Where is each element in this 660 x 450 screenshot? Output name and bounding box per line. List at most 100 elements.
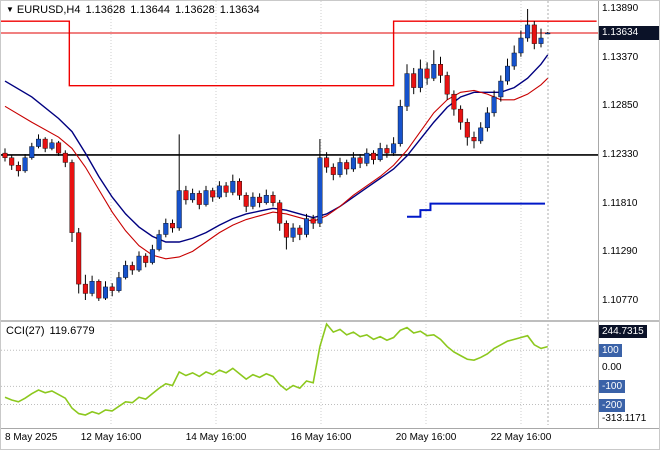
candle-body [42, 138, 48, 149]
candle-body [277, 202, 283, 224]
candle-body [283, 223, 289, 238]
candle-body [263, 195, 269, 203]
close-value: 1.13634 [219, 4, 260, 16]
candle-body [102, 286, 108, 299]
candle-body [290, 227, 296, 238]
time-axis-label: 14 May 16:00 [185, 432, 247, 443]
candle-body [330, 166, 336, 175]
candle-body [518, 37, 524, 54]
price-axis-label: 1.10770 [602, 294, 639, 306]
candle-body [156, 234, 162, 250]
candle-body [451, 93, 457, 110]
candle-body [129, 265, 135, 271]
candle-body [36, 138, 42, 147]
open-value: 1.13628 [85, 4, 126, 16]
candle-body [82, 283, 88, 294]
flat-support-line [407, 202, 546, 218]
candle-body [364, 152, 370, 164]
candle-body [29, 146, 35, 158]
candle-body [484, 112, 490, 129]
candle-body [297, 227, 303, 235]
candle-body [62, 152, 68, 163]
price-axis-label: 1.12330 [602, 148, 639, 160]
candle-body [464, 122, 470, 138]
candle-body [344, 162, 350, 170]
candle-body [377, 148, 383, 160]
cci-axis-level-box: -100 [599, 380, 626, 394]
candle-body [431, 64, 437, 79]
candle-body [471, 136, 477, 142]
cci-axis-level-box: 100 [599, 344, 622, 358]
candle-body [22, 157, 28, 172]
cci-axis-level-box: -200 [599, 398, 626, 412]
low-value: 1.13628 [175, 4, 215, 16]
candle-body [371, 152, 377, 160]
candle-body [56, 142, 62, 154]
candle-body [310, 218, 316, 224]
candle-body [236, 180, 242, 196]
ohlc-header: ▼ EURUSD,H4 1.13628 1.13644 1.13628 1.13634 [6, 4, 260, 16]
candle-body [411, 73, 417, 88]
candle-body [538, 37, 544, 44]
candle-body [89, 281, 95, 294]
candle-body [391, 143, 397, 154]
candle-body [525, 24, 531, 39]
time-axis-label: 16 May 16:00 [290, 432, 352, 443]
cci-axis-label: 0.00 [602, 362, 622, 374]
candle-body [116, 277, 122, 291]
candle-body [9, 157, 15, 166]
candle-body [15, 165, 21, 172]
candle-body [270, 195, 276, 203]
resistance-step-line [1, 20, 597, 87]
candle-body [176, 190, 182, 229]
candle-body [531, 24, 537, 44]
candle-body [458, 108, 464, 123]
candle-body [384, 148, 390, 154]
time-axis-label: 20 May 16:00 [395, 432, 457, 443]
candle-body [216, 185, 222, 198]
candle-body [404, 73, 410, 107]
price-axis-label: 1.13890 [602, 3, 639, 14]
cci-name: CCI(27) [6, 325, 45, 337]
time-axis-label: 8 May 2025 [5, 432, 58, 443]
candle-body [491, 96, 497, 114]
candle-body [478, 127, 484, 142]
symbol-period-label: EURUSD,H4 [16, 4, 81, 16]
candle-body [417, 68, 423, 88]
cci-axis-level-box: 244.7315 [599, 325, 647, 338]
candle-body [203, 190, 209, 205]
candle-body [223, 185, 229, 193]
candle-body [350, 157, 356, 170]
candle-body [424, 68, 430, 79]
candle-body [438, 64, 444, 76]
candle-body [143, 255, 149, 263]
price-axis-label: 1.11810 [602, 197, 638, 209]
candle-body [230, 180, 236, 193]
ma-slow-line [4, 54, 549, 243]
candle-body [545, 32, 551, 35]
candle-body [169, 223, 175, 229]
candle-body [163, 223, 169, 235]
candle-body [96, 281, 102, 299]
candle-body [109, 286, 115, 291]
candle-body [498, 80, 504, 98]
high-value: 1.13644 [130, 4, 171, 16]
candle-body [190, 193, 196, 201]
candle-body [317, 157, 323, 224]
price-axis-label: 1.13370 [602, 51, 639, 63]
cci-indicator-label: CCI(27) 119.6779 [6, 325, 95, 337]
candle-body [183, 190, 189, 201]
price-axis-label: 1.11290 [602, 246, 638, 258]
candle-body [210, 190, 216, 198]
candle-body [511, 52, 517, 67]
candle-body [69, 162, 75, 233]
candle-body [505, 65, 511, 82]
cci-axis-label: -313.1171 [602, 413, 647, 424]
candle-body [397, 106, 403, 144]
collapse-arrow-icon[interactable]: ▼ [6, 5, 14, 14]
candle-body [257, 196, 263, 203]
candle-body [250, 196, 256, 207]
candle-body [123, 265, 129, 278]
